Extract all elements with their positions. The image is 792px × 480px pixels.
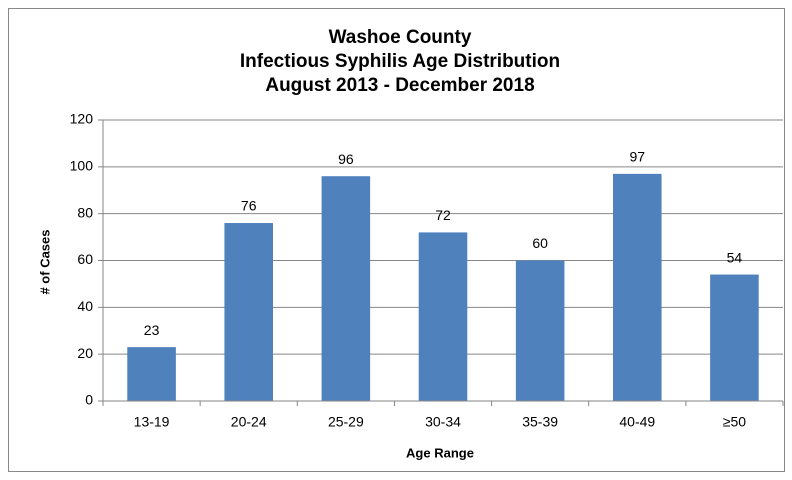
data-label: 96 [338,151,354,167]
x-tick-label: ≥50 [723,414,746,430]
bar [515,260,565,401]
y-tick-label: 0 [85,392,93,408]
y-tick-label: 120 [70,111,94,127]
bar [321,176,371,401]
bar [418,232,468,401]
data-label: 60 [532,235,548,251]
y-tick-label: 100 [70,158,94,174]
bar [224,223,273,401]
x-tick-label: 35-39 [522,414,558,430]
data-label: 54 [727,249,743,265]
chart-title: Washoe County [329,27,472,48]
y-tick-label: 40 [77,298,93,314]
x-tick-label: 25-29 [328,414,364,430]
bar [127,347,176,401]
bar [710,274,759,401]
bar [613,173,662,401]
chart-title: August 2013 - December 2018 [265,75,534,96]
x-tick-label: 20-24 [231,414,267,430]
chart-title: Infectious Syphilis Age Distribution [240,51,560,72]
data-label: 72 [435,207,451,223]
data-label: 23 [144,322,160,338]
x-tick-label: 30-34 [425,414,461,430]
x-tick-label: 40-49 [619,414,655,430]
data-label: 97 [629,149,645,165]
x-axis-title: Age Range [406,445,474,460]
data-label: 76 [241,198,257,214]
y-tick-label: 80 [77,204,93,220]
x-tick-label: 13-19 [134,414,170,430]
y-tick-label: 20 [77,345,93,361]
y-axis-title: # of Cases [37,229,52,294]
y-tick-label: 60 [77,251,93,267]
